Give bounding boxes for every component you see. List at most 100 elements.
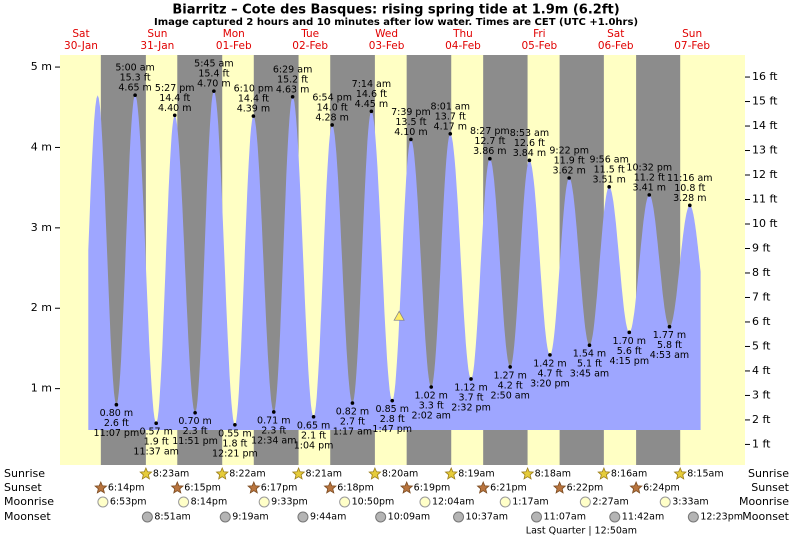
high-tide-point bbox=[330, 123, 334, 127]
sunrise-time: 8:15am bbox=[687, 469, 723, 480]
tide-time: 1:47 pm bbox=[372, 424, 412, 435]
tide-time: 12:21 pm bbox=[212, 448, 258, 459]
tide-ft: 11.9 ft bbox=[554, 156, 585, 167]
high-tide-point bbox=[133, 93, 137, 97]
low-tide-point bbox=[667, 324, 672, 329]
tide-m-label: 1.12 m bbox=[454, 382, 487, 393]
tide-m-label: 1.54 m bbox=[573, 349, 606, 360]
moonset-icon bbox=[687, 511, 699, 523]
y2-tick-label: 3 ft bbox=[752, 388, 771, 401]
tide-ft: 12.6 ft bbox=[514, 138, 545, 149]
tide-time: 8:27 pm bbox=[470, 126, 510, 137]
sunset-icon bbox=[94, 480, 108, 494]
y2-tick-label: 15 ft bbox=[752, 95, 778, 108]
sunrise-time: 8:20am bbox=[382, 469, 418, 480]
moonrise-time: 8:14pm bbox=[191, 497, 228, 508]
tide-ft: 2.3 ft bbox=[183, 426, 208, 437]
low-tide-point bbox=[548, 353, 552, 357]
sunset-icon bbox=[247, 480, 261, 494]
tide-time: 2:32 pm bbox=[451, 402, 491, 413]
sunset-icon bbox=[552, 480, 567, 494]
y2-tick-label: 5 ft bbox=[752, 339, 771, 352]
tide-time: 7:39 pm bbox=[391, 107, 431, 118]
tide-ft: 4.7 ft bbox=[537, 368, 562, 379]
tide-ft: 14.6 ft bbox=[356, 89, 387, 100]
tide-time: 5:27 pm bbox=[155, 83, 195, 94]
low-tide-point bbox=[587, 343, 592, 348]
sunrise-icon bbox=[215, 466, 229, 480]
sunset-time: 6:24pm bbox=[643, 483, 680, 494]
sunrise-time: 8:19am bbox=[458, 469, 494, 480]
tide-m-label: 4.10 m bbox=[394, 127, 427, 138]
tide-ft: 13.7 ft bbox=[435, 111, 466, 122]
moonrise-time: 10:50pm bbox=[352, 497, 395, 508]
moonrise-time: 2:27am bbox=[592, 497, 628, 508]
day-name: Sun bbox=[147, 28, 167, 40]
tide-ft: 3.7 ft bbox=[459, 392, 484, 403]
sunset-icon bbox=[170, 480, 185, 494]
row-label: Moonrise bbox=[4, 495, 54, 508]
moonrise-icon bbox=[97, 496, 109, 508]
tide-time: 12:34 am bbox=[251, 435, 296, 446]
high-tide-point bbox=[527, 158, 532, 163]
tide-ft: 1.8 ft bbox=[222, 438, 247, 449]
moonrise-time: 3:33am bbox=[672, 497, 708, 508]
y2-tick-label: 9 ft bbox=[752, 241, 771, 254]
day-date: 05-Feb bbox=[521, 40, 557, 52]
moonrise-icon bbox=[258, 496, 270, 508]
sunrise-time: 8:23am bbox=[153, 469, 189, 480]
tide-time: 6:54 pm bbox=[312, 92, 352, 103]
tide-m-label: 0.82 m bbox=[336, 407, 369, 418]
tide-m-label: 4.40 m bbox=[158, 103, 191, 114]
high-tide-point bbox=[251, 114, 256, 118]
low-tide-point bbox=[429, 385, 434, 389]
tide-m-label: 0.71 m bbox=[257, 415, 290, 426]
moonrise-time: 1:17am bbox=[512, 497, 548, 508]
low-tide-point bbox=[114, 402, 119, 407]
tide-m-label: 0.57 m bbox=[139, 427, 172, 438]
tide-ft: 2.7 ft bbox=[340, 417, 365, 428]
sunset-icon bbox=[400, 480, 414, 494]
tide-m-label: 1.77 m bbox=[653, 330, 686, 341]
high-tide-point bbox=[409, 137, 413, 142]
tide-m-label: 0.70 m bbox=[178, 416, 211, 427]
y2-tick-label: 10 ft bbox=[752, 217, 778, 230]
y2-tick-label: 14 ft bbox=[752, 119, 778, 132]
tide-ft: 3.3 ft bbox=[419, 401, 444, 412]
tide-m-label: 3.28 m bbox=[673, 193, 706, 204]
day-name: Sun bbox=[682, 28, 702, 40]
tide-ft: 13.5 ft bbox=[395, 117, 426, 128]
high-tide-point bbox=[448, 131, 453, 136]
day-name: Thu bbox=[452, 28, 473, 40]
y-tick-label: 3 m bbox=[31, 221, 52, 234]
sunset-time: 6:19pm bbox=[414, 483, 451, 494]
moonset-icon bbox=[453, 511, 465, 523]
tide-ft: 5.1 ft bbox=[577, 359, 602, 370]
y2-tick-label: 11 ft bbox=[752, 193, 778, 206]
day-date: 03-Feb bbox=[369, 40, 405, 52]
tide-ft: 14.4 ft bbox=[159, 93, 190, 104]
sunrise-icon bbox=[444, 466, 458, 480]
tide-time: 6:10 pm bbox=[234, 84, 274, 95]
low-tide-point bbox=[508, 365, 512, 369]
day-date: 06-Feb bbox=[598, 40, 634, 52]
moonset-icon bbox=[531, 511, 543, 523]
chart-title: Biarritz – Cote des Basques: rising spri… bbox=[172, 3, 619, 18]
row-label: Sunrise bbox=[4, 467, 45, 480]
day-date: 30-Jan bbox=[64, 40, 98, 52]
high-tide-point bbox=[290, 95, 295, 99]
moonset-time: 10:09am bbox=[388, 512, 430, 523]
sunset-icon bbox=[323, 480, 337, 494]
tide-time: 9:22 pm bbox=[549, 146, 589, 157]
moonrise-icon bbox=[659, 496, 671, 508]
row-label: Sunset bbox=[751, 481, 789, 494]
moonrise-icon bbox=[178, 496, 190, 508]
day-name: Sat bbox=[72, 28, 89, 40]
moonset-time: 10:37am bbox=[466, 512, 508, 523]
moonrise-icon bbox=[419, 496, 431, 508]
low-tide-point bbox=[390, 398, 395, 403]
y-tick-label: 5 m bbox=[31, 60, 52, 73]
tide-m-label: 3.84 m bbox=[513, 148, 546, 159]
high-tide-point bbox=[488, 156, 492, 161]
